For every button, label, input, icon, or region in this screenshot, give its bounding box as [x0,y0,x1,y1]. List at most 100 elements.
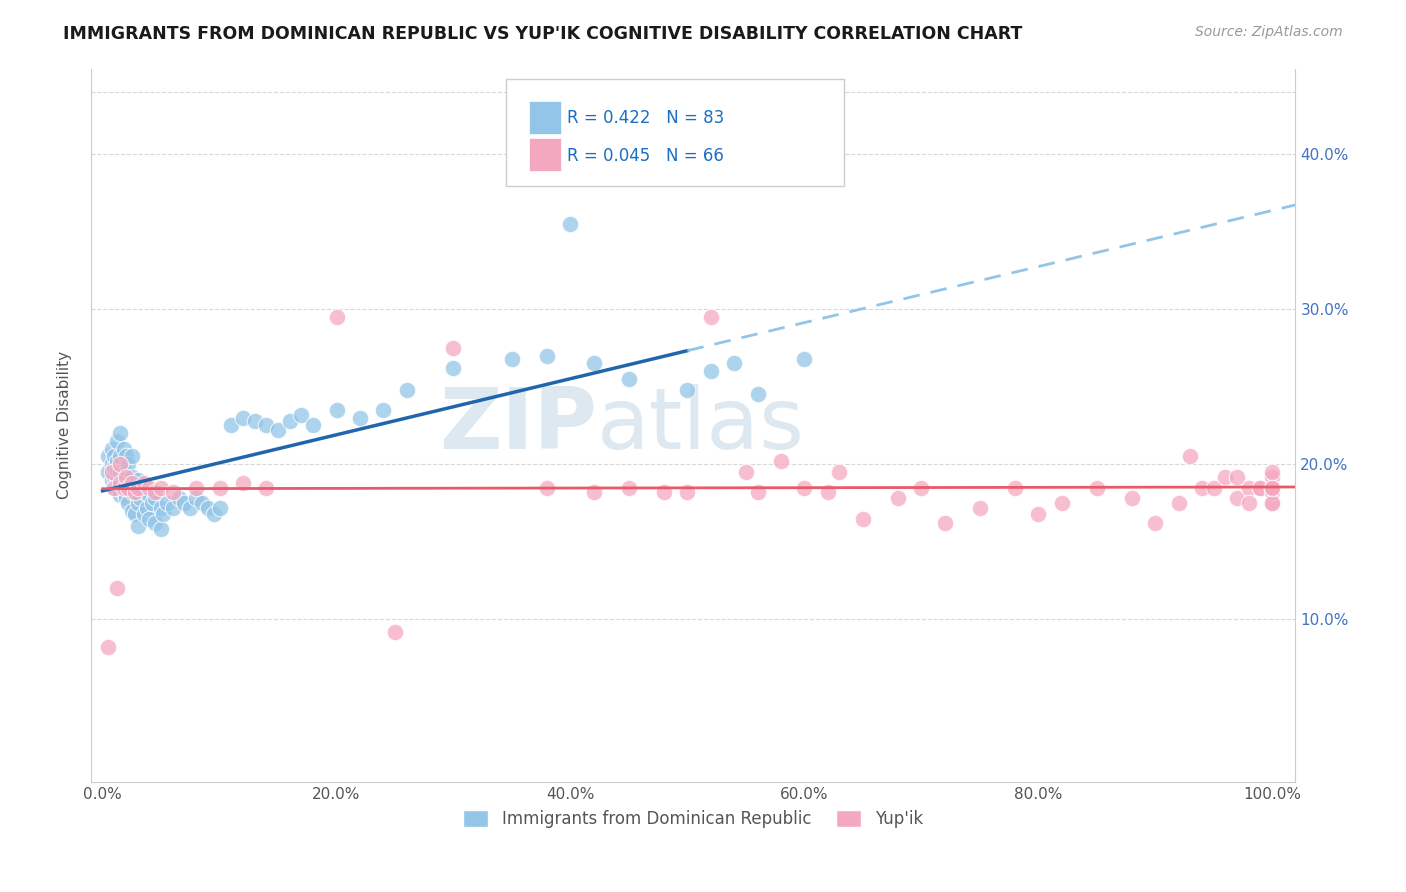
Point [582,356,605,370]
Point [1261,496,1284,510]
Point [108,450,131,464]
Point [132,507,155,521]
Point [887,491,910,506]
Point [143,491,166,506]
Point [617,372,640,386]
Point [1121,491,1143,506]
Point [117,475,139,490]
Point [105,463,128,477]
Point [150,481,173,495]
Point [101,465,124,479]
Point [105,481,128,495]
Point [108,457,131,471]
Point [138,481,160,495]
Point [121,475,143,490]
Point [582,485,605,500]
Point [1261,481,1284,495]
FancyBboxPatch shape [530,102,561,134]
Point [1004,481,1026,495]
Point [443,361,465,376]
Point [208,500,231,515]
Point [112,469,135,483]
Point [97,640,120,655]
Point [132,485,155,500]
Point [290,408,312,422]
FancyBboxPatch shape [506,79,844,186]
Point [197,500,219,515]
Point [108,465,131,479]
Point [115,481,138,495]
Point [115,450,138,464]
Point [121,450,143,464]
Point [173,496,195,510]
Point [115,465,138,479]
Point [105,454,128,468]
Point [103,450,125,464]
Point [108,475,131,490]
Point [325,403,347,417]
Text: IMMIGRANTS FROM DOMINICAN REPUBLIC VS YUP'IK COGNITIVE DISABILITY CORRELATION CH: IMMIGRANTS FROM DOMINICAN REPUBLIC VS YU… [63,25,1022,43]
Point [1249,481,1271,495]
Point [1261,481,1284,495]
Point [136,500,159,515]
Point [112,442,135,456]
Point [1249,481,1271,495]
Point [723,356,745,370]
Point [127,496,149,510]
Point [124,485,146,500]
Point [105,473,128,487]
Point [254,418,277,433]
Point [121,469,143,483]
Point [108,475,131,490]
Point [817,485,839,500]
Point [384,624,406,639]
Point [132,475,155,490]
Point [143,516,166,531]
Point [156,496,179,510]
Point [143,485,166,500]
Point [105,582,128,596]
Point [219,418,242,433]
Point [349,410,371,425]
Point [934,516,956,531]
Legend: Immigrants from Dominican Republic, Yup'ik: Immigrants from Dominican Republic, Yup'… [457,803,929,835]
Point [1167,496,1189,510]
Point [138,511,160,525]
Point [1050,496,1073,510]
Point [103,469,125,483]
Point [536,349,558,363]
Point [127,519,149,533]
Point [108,426,131,441]
Point [969,500,991,515]
Point [910,481,932,495]
Point [443,341,465,355]
Point [141,496,163,510]
Point [232,475,254,490]
Point [162,485,184,500]
Point [828,465,851,479]
Point [1226,491,1249,506]
Point [373,403,395,417]
Point [191,496,214,510]
Point [1261,469,1284,483]
Point [267,423,290,437]
Point [769,454,792,468]
Point [676,485,699,500]
Point [101,473,124,487]
Point [186,491,208,506]
Point [103,481,125,495]
Point [127,473,149,487]
Point [1191,481,1213,495]
Point [208,481,231,495]
Point [501,351,523,366]
Point [1180,450,1202,464]
Point [1237,496,1260,510]
Point [121,504,143,518]
Point [117,496,139,510]
Point [793,351,815,366]
Point [121,485,143,500]
Point [112,481,135,495]
FancyBboxPatch shape [530,138,561,171]
Text: Source: ZipAtlas.com: Source: ZipAtlas.com [1195,25,1343,39]
Point [232,410,254,425]
